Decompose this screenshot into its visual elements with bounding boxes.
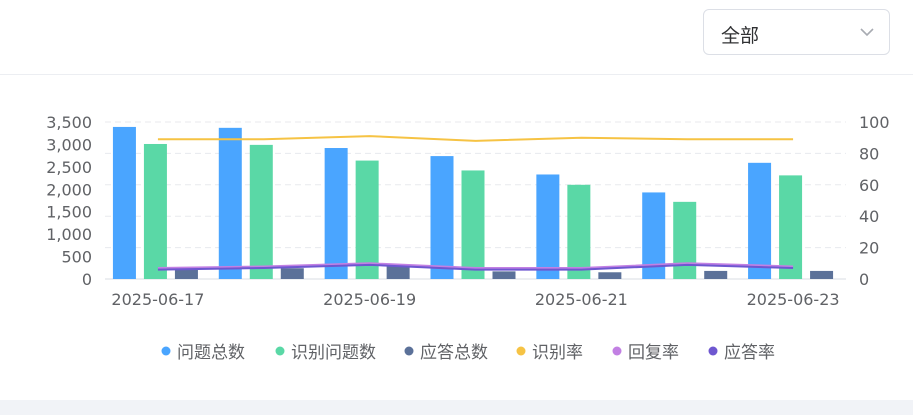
bar	[704, 270, 728, 279]
x-tick-label: 2025-06-23	[747, 290, 840, 309]
chevron-down-icon	[860, 28, 874, 37]
bar	[642, 192, 666, 279]
bar	[492, 271, 516, 279]
legend-marker	[161, 346, 171, 356]
filter-select[interactable]: 全部	[703, 9, 890, 55]
legend-marker	[516, 346, 526, 356]
x-tick-label: 2025-06-21	[535, 290, 628, 309]
y-right-tick-label: 20	[859, 239, 879, 258]
series-line	[157, 262, 794, 270]
bar	[598, 272, 622, 279]
bar	[810, 270, 834, 279]
y-right-tick-label: 100	[859, 113, 890, 132]
bar	[567, 184, 591, 279]
header-divider	[0, 74, 913, 75]
series-line	[157, 263, 794, 271]
y-right-tick-label: 0	[859, 270, 869, 289]
legend-label: 识别问题数	[291, 343, 376, 363]
legend-label: 应答率	[724, 343, 775, 363]
bar	[386, 265, 410, 279]
y-right-tick-label: 80	[859, 144, 879, 163]
legend-marker	[404, 346, 414, 356]
bar	[355, 160, 379, 279]
filter-select-value: 全部	[721, 25, 760, 47]
y-left-tick-label: 0	[82, 270, 92, 289]
chart-card: 全部 0 500 1,000 1,500 2,000 2,500 3,000 3,500 0 20…	[0, 0, 913, 400]
bar	[536, 174, 560, 279]
legend-label: 问题总数	[177, 343, 245, 363]
bar	[324, 148, 348, 279]
y-right-tick-label: 60	[859, 176, 879, 195]
y-left-tick-label: 3,500	[46, 113, 92, 132]
y-left-tick-label: 1,500	[46, 203, 92, 222]
bar	[280, 268, 304, 279]
bar	[430, 156, 454, 279]
legend-label: 回复率	[628, 343, 679, 363]
y-left-tick-label: 2,500	[46, 158, 92, 177]
legend-marker	[612, 346, 622, 356]
bar	[461, 170, 485, 279]
y-left-tick-label: 3,000	[46, 135, 92, 154]
y-left-tick-label: 500	[61, 248, 92, 267]
legend-marker	[708, 346, 718, 356]
combo-chart: 0 500 1,000 1,500 2,000 2,500 3,000 3,500 0 20 40 6…	[46, 113, 890, 363]
bar	[673, 201, 697, 279]
bar	[112, 126, 136, 279]
legend-marker	[275, 346, 285, 356]
bar	[218, 127, 242, 280]
legend-label: 识别率	[532, 343, 583, 363]
x-tick-label: 2025-06-17	[111, 290, 204, 309]
bar	[249, 144, 273, 279]
bar	[779, 175, 803, 279]
legend-label: 应答总数	[420, 343, 488, 363]
x-tick-label: 2025-06-19	[323, 290, 416, 309]
bar	[174, 267, 198, 279]
y-right-tick-label: 40	[859, 207, 879, 226]
y-left-tick-label: 2,000	[46, 180, 92, 199]
series-line	[157, 135, 794, 142]
y-left-tick-label: 1,000	[46, 225, 92, 244]
bar	[143, 143, 167, 279]
bar	[748, 162, 772, 279]
